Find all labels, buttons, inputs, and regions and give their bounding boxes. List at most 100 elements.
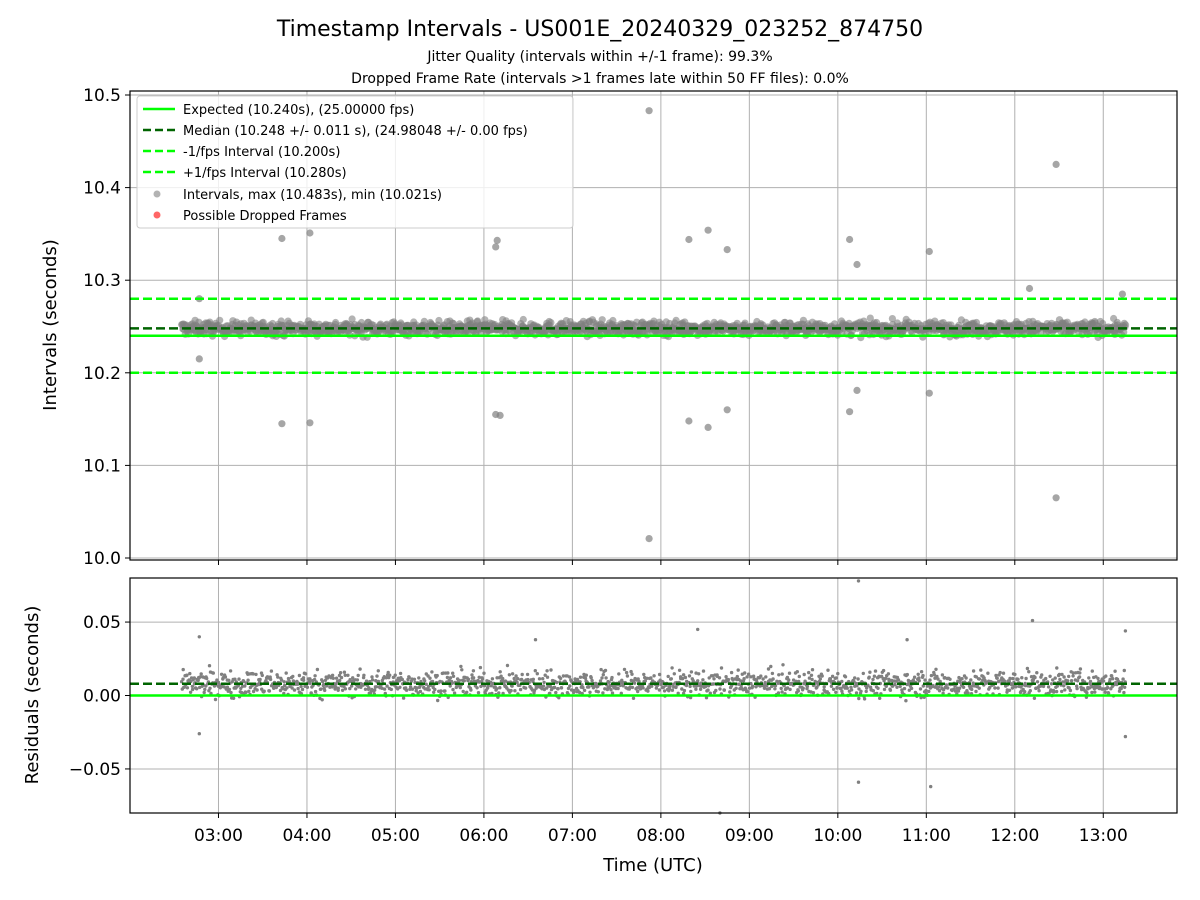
residual-point [513,689,517,693]
interval-point [1122,321,1130,329]
legend-intervals-marker [153,190,161,198]
x-tick-label: 10:00 [813,826,862,846]
residual-point [393,673,397,677]
residual-point [872,674,877,678]
residual-point [896,678,901,682]
residual-point [476,691,481,695]
residual-point [780,672,784,676]
residual-point [909,686,914,691]
residual-point [1068,688,1073,693]
residual-point [944,683,948,687]
residual-point [998,670,1002,675]
residual-point [548,691,552,695]
residual-point [904,699,908,703]
residual-point [609,688,613,692]
residual-point [631,696,636,700]
residual-point [749,675,753,679]
residual-point [861,671,865,676]
residual-point [718,687,722,691]
residual-point [370,675,374,679]
residual-point [285,686,289,690]
residual-point [308,677,312,681]
residual-point [1066,679,1070,683]
residual-point [283,683,287,688]
residual-point [582,688,587,693]
residual-point [1013,672,1017,677]
residual-point [541,684,546,688]
interval-outlier-point [1052,494,1060,502]
residual-point [921,684,925,688]
residual-point [1119,686,1123,691]
residual-point [619,691,623,695]
residual-point [986,671,990,675]
residual-point [556,687,560,691]
intervals-y-tick-label: 10.4 [83,179,121,199]
residual-point [666,674,670,679]
residual-point [797,679,801,684]
residual-point [603,668,608,673]
residual-point [385,684,389,688]
residual-point [575,677,580,682]
residual-point [948,677,952,681]
residual-point [1088,686,1092,690]
residual-point [938,679,942,684]
residual-point [1111,677,1115,681]
residual-point [657,688,662,692]
residual-point [1001,671,1006,675]
residual-point [436,698,440,703]
residual-point [219,672,224,676]
residual-point [246,678,250,682]
residual-point [856,677,860,681]
residual-point [988,685,992,690]
residual-point [646,689,650,693]
residual-point [1063,688,1067,692]
residual-point [1025,666,1030,671]
residual-point [687,674,692,678]
residual-point [549,668,553,672]
interval-point [420,317,428,325]
legend-plus-fps-label: +1/fps Interval (10.280s) [183,166,347,181]
residual-point [354,687,358,691]
residual-point [809,673,814,677]
residual-point [303,672,308,676]
residual-point [1122,668,1127,673]
residual-point [1098,685,1102,689]
residual-point [401,696,406,700]
residual-point [461,689,465,694]
intervals-reference-lines [130,297,1177,375]
residual-point [343,673,347,677]
residual-point [1093,690,1097,694]
residual-point [876,686,880,690]
residual-point [300,687,305,692]
residual-point [888,688,893,692]
x-tick-label: 12:00 [990,826,1039,846]
residual-point [940,673,945,677]
residuals-y-label: Residuals (seconds) [22,606,43,785]
residual-point [769,664,773,669]
residual-point [779,686,783,691]
residual-point [543,673,547,677]
residual-point [818,677,822,681]
residual-point [188,690,193,694]
residual-point [267,689,272,693]
residual-point [479,679,484,684]
residual-point [617,672,621,676]
residual-point [588,690,592,694]
residual-point [497,691,501,695]
residual-point [937,689,942,693]
residual-point [971,669,976,673]
residual-point [215,678,219,682]
residual-point [984,681,989,685]
residual-point [1057,672,1062,677]
residual-point [1085,691,1089,695]
intervals-y-ticks: 10.0 10.1 10.2 10.3 10.4 10.5 [83,86,130,569]
residual-point [338,671,343,675]
residual-point [960,677,964,681]
residual-point [955,686,959,690]
residual-point [202,690,206,695]
residual-point [684,683,689,688]
residual-point [435,673,439,678]
residual-point [831,687,836,691]
residual-point [301,678,306,682]
residual-point [717,676,722,680]
